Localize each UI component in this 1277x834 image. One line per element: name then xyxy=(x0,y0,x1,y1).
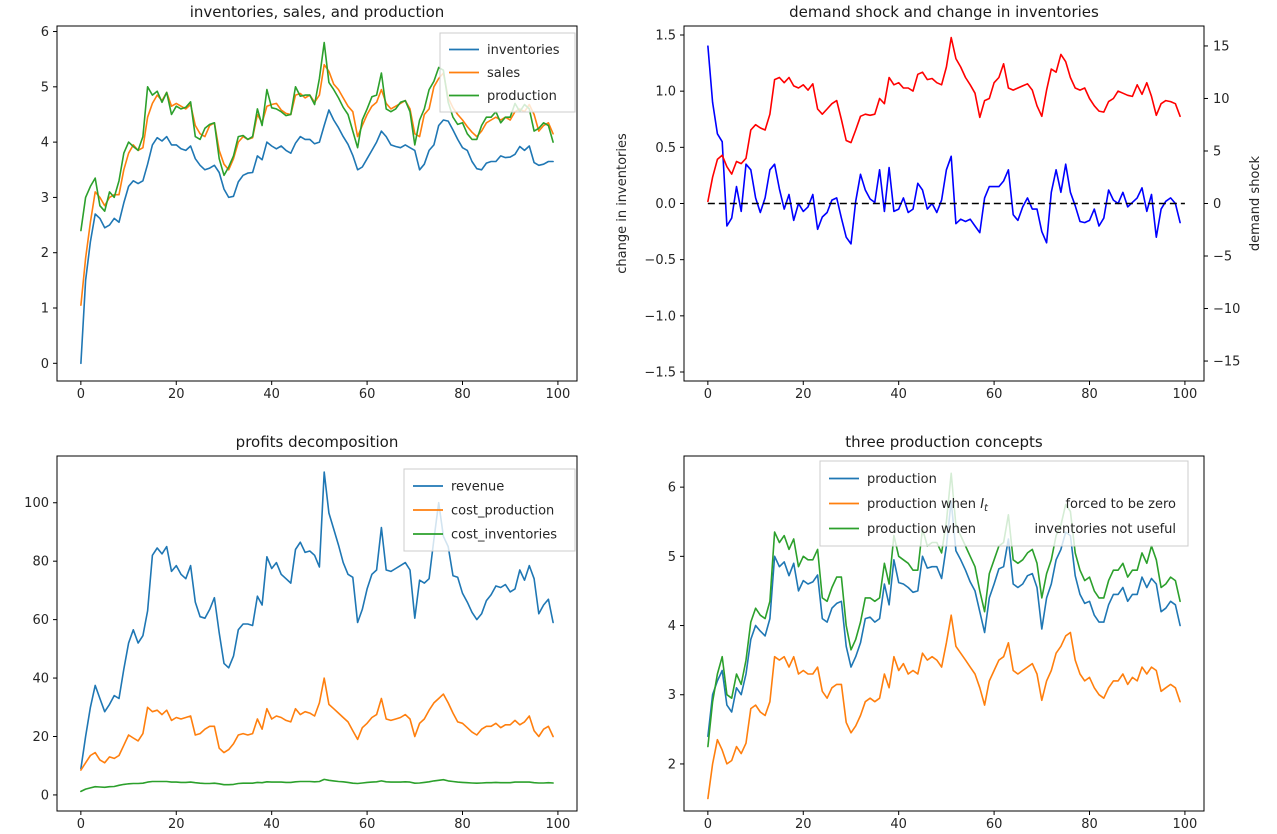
series-production-when-it-forced-zero xyxy=(707,614,1181,800)
y-tick-label: 1.5 xyxy=(655,28,676,43)
x-tick-label: 0 xyxy=(77,817,85,832)
y-tick-label: 1.0 xyxy=(655,85,676,100)
chart-demand-shock-and-change-in-inventories: demand shock and change in inventories 0 2… xyxy=(615,3,1263,402)
legend-label-right: inventories not useful xyxy=(1034,522,1176,537)
chart-three-production-concepts: three production concepts 0 20 40 60 80 100 2 3 4… xyxy=(668,433,1205,832)
x-tick-label: 40 xyxy=(890,387,907,402)
right-y-tick-label: −5 xyxy=(1213,250,1232,265)
y-tick-label: 1 xyxy=(41,302,49,317)
left-axis-label: change in inventories xyxy=(615,133,630,274)
y-tick-label: 4 xyxy=(41,136,49,151)
x-tick-label: 40 xyxy=(263,817,280,832)
x-tick-label: 100 xyxy=(546,387,571,402)
legend-label: sales xyxy=(487,66,520,81)
right-y-tick-label: −10 xyxy=(1213,302,1240,317)
x-tick-label: 80 xyxy=(1081,817,1098,832)
right-y-tick-label: 15 xyxy=(1213,39,1230,54)
x-tick-label: 60 xyxy=(359,387,376,402)
legend-label: cost_production xyxy=(451,504,554,519)
legend-label-right: forced to be zero xyxy=(1065,497,1176,512)
right-y-tick-label: 5 xyxy=(1213,144,1221,159)
series-inventories xyxy=(80,109,554,365)
y-tick-label: 6 xyxy=(41,25,49,40)
series-revenue xyxy=(80,471,554,770)
y-tick-label: 6 xyxy=(668,481,676,496)
y-tick-label: 20 xyxy=(32,730,49,745)
x-tick-label: 40 xyxy=(890,817,907,832)
x-tick-label: 80 xyxy=(454,817,471,832)
axes-spines xyxy=(56,25,578,382)
legend-box xyxy=(819,460,1189,547)
x-tick-label: 80 xyxy=(454,387,471,402)
y-tick-label: 5 xyxy=(668,550,676,565)
y-tick-label: −0.5 xyxy=(644,253,676,268)
y-tick-label: 0.5 xyxy=(655,141,676,156)
y-tick-label: −1.0 xyxy=(644,309,676,324)
series-cost-production xyxy=(80,677,554,771)
x-tick-label: 40 xyxy=(263,387,280,402)
x-tick-label: 0 xyxy=(704,817,712,832)
legend-label: cost_inventories xyxy=(451,528,557,543)
chart-title: demand shock and change in inventories xyxy=(789,3,1099,21)
series-production xyxy=(80,41,554,232)
y-tick-label: 0.0 xyxy=(655,197,676,212)
y-tick-label: 4 xyxy=(668,619,676,634)
x-tick-label: 20 xyxy=(795,387,812,402)
right-y-tick-label: 10 xyxy=(1213,92,1230,107)
x-tick-label: 20 xyxy=(795,817,812,832)
x-tick-label: 100 xyxy=(546,817,571,832)
y-tick-label: 0 xyxy=(41,357,49,372)
x-tick-label: 60 xyxy=(986,817,1003,832)
y-tick-label: 3 xyxy=(668,688,676,703)
right-y-tick-label: −15 xyxy=(1213,355,1240,370)
legend-label: production when It xyxy=(867,497,989,514)
series-production xyxy=(707,500,1181,738)
right-axis-label: demand shock xyxy=(1248,155,1263,251)
chart-profits-decomposition: profits decomposition 0 20 40 60 80 100 0 20 40 60… xyxy=(24,433,578,832)
legend-label: production xyxy=(867,472,937,487)
x-tick-label: 60 xyxy=(986,387,1003,402)
chart-title: inventories, sales, and production xyxy=(190,3,445,21)
x-tick-label: 0 xyxy=(704,387,712,402)
chart-title: three production concepts xyxy=(845,433,1043,451)
y-tick-label: 80 xyxy=(32,555,49,570)
series-demand-shock xyxy=(707,36,1181,203)
series-cost-inventories xyxy=(80,778,554,793)
legend-label: production xyxy=(487,89,557,104)
x-tick-label: 0 xyxy=(77,387,85,402)
y-tick-label: 2 xyxy=(668,757,676,772)
y-tick-label: 60 xyxy=(32,613,49,628)
axes-spines xyxy=(683,455,1205,812)
x-tick-label: 100 xyxy=(1173,817,1198,832)
y-tick-label: 2 xyxy=(41,246,49,261)
x-tick-label: 20 xyxy=(168,817,185,832)
chart-title: profits decomposition xyxy=(236,433,399,451)
y-tick-label: 100 xyxy=(24,496,49,511)
axes-spines xyxy=(683,25,1205,382)
right-y-tick-label: 0 xyxy=(1213,197,1221,212)
legend-label: inventories xyxy=(487,43,560,58)
x-tick-label: 20 xyxy=(168,387,185,402)
y-tick-label: 3 xyxy=(41,191,49,206)
y-tick-label: 40 xyxy=(32,672,49,687)
y-tick-label: 0 xyxy=(41,788,49,803)
series-change-in-inventories xyxy=(707,45,1181,245)
legend-label: production when xyxy=(867,522,976,537)
x-tick-label: 60 xyxy=(359,817,376,832)
x-tick-label: 100 xyxy=(1173,387,1198,402)
axes-spines xyxy=(56,455,578,812)
x-tick-label: 80 xyxy=(1081,387,1098,402)
legend-label: revenue xyxy=(451,480,504,495)
y-tick-label: −1.5 xyxy=(644,366,676,381)
y-tick-label: 5 xyxy=(41,80,49,95)
